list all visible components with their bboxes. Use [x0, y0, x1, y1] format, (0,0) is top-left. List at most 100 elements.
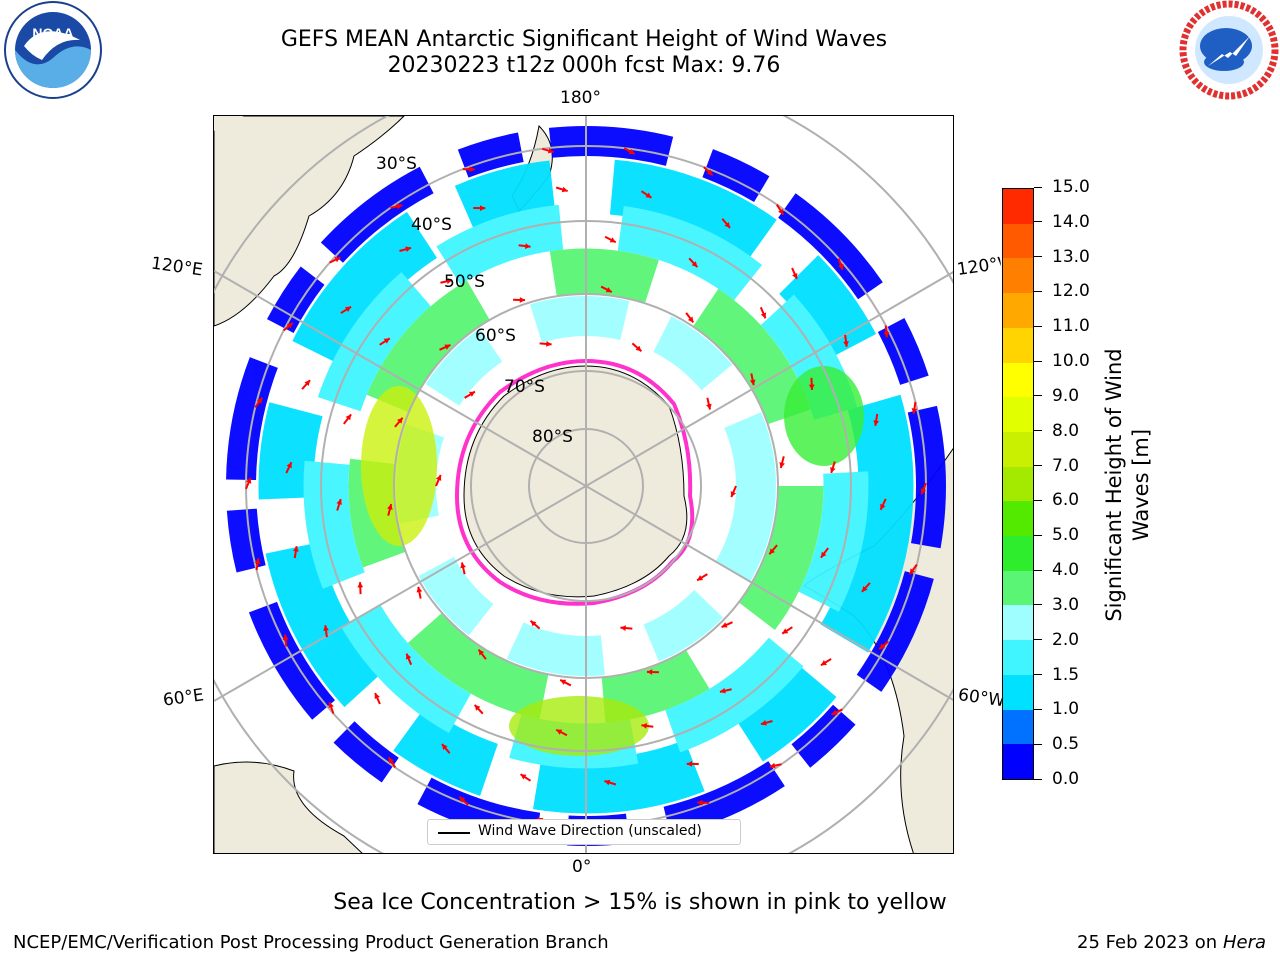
- wave-arrow-head: [556, 729, 563, 735]
- wave-arrow-head: [345, 306, 352, 312]
- wave-arrow-head: [645, 192, 652, 198]
- wave-arrow-head: [749, 379, 756, 386]
- map-panel: 30°S 40°S 50°S 60°S 70°S 80°S: [213, 115, 954, 854]
- colorbar-segment: [1003, 293, 1033, 328]
- wave-arrow-head: [909, 568, 916, 575]
- wave-arrow-head: [397, 417, 403, 424]
- wave-arrow-head: [830, 467, 836, 473]
- wave-arrow-head: [345, 414, 352, 421]
- colorbar-tick-label: 13.0: [1034, 247, 1090, 267]
- wave-arrow-head: [880, 503, 886, 510]
- colorbar-tick-label: 9.0: [1034, 386, 1079, 406]
- wave-arrow-head: [468, 391, 475, 397]
- wave-arrow-head: [920, 488, 927, 495]
- wave-arrow-head: [843, 341, 849, 347]
- land-africa: [214, 761, 363, 853]
- wave-arrow-head: [446, 278, 453, 285]
- colorbar-segment: [1003, 327, 1033, 363]
- wave-arrow-head: [561, 186, 568, 193]
- wave-direction-arrows: [245, 147, 927, 825]
- colorbar: [1002, 188, 1034, 780]
- wave-arrow-head: [605, 287, 612, 293]
- wave-arrow-head: [460, 562, 466, 569]
- wave-arrow-head: [286, 462, 292, 469]
- colorbar-segment: [1003, 397, 1033, 432]
- wave-arrow-head: [530, 620, 537, 627]
- wave-arrow-head: [641, 723, 648, 729]
- wave-arrow-head: [519, 297, 526, 303]
- colorbar-tick-label: 0.0: [1034, 769, 1079, 789]
- colorbar-tick-label: 12.0: [1034, 281, 1090, 301]
- wave-arrow-head: [706, 403, 712, 410]
- wave-arrow-head: [730, 491, 737, 498]
- wave-arrow-head: [769, 548, 775, 555]
- wave-arrow-head: [691, 261, 698, 268]
- wave-arrow-head: [831, 709, 838, 715]
- wave-arrow-head: [911, 408, 918, 414]
- wave-arrow-head: [357, 582, 364, 588]
- wave-arrow-head: [760, 312, 767, 319]
- wave-arrow-head: [374, 693, 380, 700]
- land-antarctica: [463, 365, 688, 598]
- wave-arrow-head: [820, 551, 827, 558]
- wave-arrow-head: [778, 208, 784, 215]
- wave-arrow-head: [254, 558, 261, 564]
- wave-arrow-head: [444, 344, 451, 350]
- wave-arrow-head: [441, 744, 448, 750]
- colorbar-segment: [1003, 674, 1033, 710]
- colorbar-tick-label: 2.0: [1034, 630, 1079, 650]
- chart-subtitle: 20230223 t12z 000h fcst Max: 9.76: [387, 53, 781, 78]
- wave-arrow-head: [687, 316, 694, 323]
- land-australia: [214, 116, 405, 327]
- sea-ice-note: Sea Ice Concentration > 15% is shown in …: [333, 890, 947, 915]
- colorbar-segment: [1003, 189, 1033, 224]
- colorbar-segment: [1003, 605, 1033, 641]
- colorbar-tick-label: 15.0: [1034, 177, 1090, 197]
- wave-arrow-head: [328, 702, 334, 709]
- colorbar-segment: [1003, 501, 1033, 537]
- lat-label-50s: 50°S: [444, 272, 485, 292]
- colorbar-tick-label: 4.0: [1034, 560, 1079, 580]
- wave-arrow-head: [635, 345, 642, 352]
- wave-arrow-head: [336, 499, 342, 505]
- colorbar-tick-label: 11.0: [1034, 316, 1090, 336]
- wave-arrow-head: [873, 420, 880, 426]
- wave-arrow-head: [323, 625, 329, 631]
- colorbar-segment: [1003, 570, 1033, 606]
- wave-arrow-head: [879, 643, 886, 650]
- colorbar-tick-label: 10.0: [1034, 351, 1090, 371]
- colorbar-segment: [1003, 258, 1033, 294]
- wave-arrow-head: [245, 477, 252, 484]
- wave-arrow-head: [808, 384, 815, 390]
- wave-arrow-head: [838, 263, 844, 270]
- colorbar-tick-label: 7.0: [1034, 456, 1079, 476]
- wave-arrow-head: [416, 586, 423, 593]
- colorbar-segment: [1003, 536, 1033, 571]
- polar-map: 30°S 40°S 50°S 60°S 70°S 80°S: [214, 116, 953, 853]
- wave-arrow-head: [435, 474, 442, 481]
- lon-label-120w: 120°W: [955, 254, 1003, 280]
- land-nw-corner: [214, 116, 244, 131]
- wave-arrow-head: [609, 237, 616, 243]
- wave-arrow-head: [697, 799, 703, 806]
- colorbar-segment: [1003, 431, 1033, 467]
- wave-arrow-head: [459, 796, 466, 803]
- wave-arrow-head: [686, 761, 693, 767]
- wave-arrow-head: [520, 774, 527, 780]
- wave-arrow-head: [383, 338, 390, 344]
- lon-label-60e: 60°E: [161, 685, 206, 711]
- wave-arrow-head: [769, 762, 776, 769]
- wave-arrow-head: [304, 380, 311, 387]
- wave-arrow-head: [792, 272, 798, 279]
- wave-arrow-head: [779, 462, 785, 468]
- legend-line-icon: [438, 832, 470, 834]
- colorbar-segment: [1003, 466, 1033, 502]
- wave-arrow-head: [721, 622, 728, 628]
- wave-arrow-head: [861, 585, 868, 592]
- credit-branch: NCEP/EMC/Verification Post Processing Pr…: [13, 932, 609, 953]
- wave-arrow-head: [724, 222, 731, 228]
- noaa-logo: NOAA: [2, 0, 104, 100]
- wave-arrow-head: [782, 628, 789, 634]
- colorbar-label-line2: Waves [m]: [1129, 428, 1153, 542]
- colorbar-tick-label: 5.0: [1034, 525, 1079, 545]
